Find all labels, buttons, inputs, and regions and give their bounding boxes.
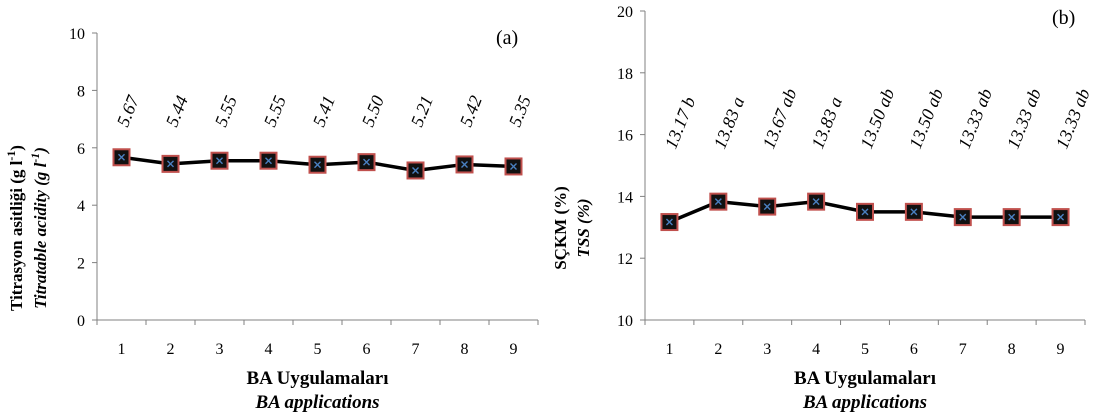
x-tick-label: 2 (714, 341, 722, 358)
data-point-mark (861, 208, 869, 216)
data-point-mark (763, 203, 771, 211)
data-point-mark (510, 162, 517, 170)
y-tick-label: 6 (77, 141, 85, 158)
y-tick-label: 10 (617, 313, 633, 330)
panel-label: (a) (496, 27, 518, 49)
x-tick-label: 9 (1057, 341, 1065, 358)
data-point-mark (665, 218, 673, 226)
data-label: 5.50 (358, 93, 388, 130)
y-tick-label: 10 (69, 26, 85, 43)
y-axis-title-en: Titratable acidity (g l-1) (28, 147, 50, 309)
data-label: 13.50 ab (905, 86, 947, 152)
y-axis-title: SÇKM (%) (551, 186, 570, 270)
data-label: 5.55 (260, 93, 290, 130)
x-tick-label: 6 (363, 341, 371, 358)
y-tick-label: 0 (77, 313, 85, 330)
data-label: 5.67 (113, 92, 144, 130)
data-label: 13.83 a (807, 94, 846, 152)
y-tick-label: 8 (77, 83, 85, 100)
x-tick-label: 8 (1008, 341, 1016, 358)
x-tick-label: 8 (461, 341, 469, 358)
data-label: 5.35 (505, 93, 535, 130)
x-axis-title: BA Uygulamaları (794, 368, 936, 389)
y-tick-label: 2 (77, 256, 85, 273)
data-point-mark (363, 158, 370, 166)
x-tick-label: 3 (763, 341, 771, 358)
data-label: 5.55 (211, 93, 241, 130)
x-tick-label: 4 (265, 341, 273, 358)
x-tick-label: 5 (314, 341, 322, 358)
data-point-mark (314, 161, 321, 169)
data-label: 5.44 (162, 93, 192, 130)
data-point-mark (216, 157, 223, 165)
data-label: 13.83 a (709, 94, 748, 152)
x-tick-label: 6 (910, 341, 918, 358)
data-label: 13.50 ab (856, 86, 898, 152)
x-tick-label: 7 (959, 341, 967, 358)
data-label: 13.33 ab (1052, 86, 1094, 152)
x-tick-label: 9 (510, 341, 518, 358)
y-tick-label: 18 (617, 66, 633, 83)
data-point-mark (1008, 213, 1016, 221)
y-tick-label: 20 (617, 4, 633, 21)
data-point-mark (714, 198, 722, 206)
data-point-mark (1057, 213, 1065, 221)
x-tick-label: 1 (665, 341, 673, 358)
data-label: 5.41 (309, 93, 339, 130)
data-label: 5.42 (456, 93, 486, 130)
x-axis-title: BA Uygulamaları (247, 368, 389, 389)
y-tick-label: 12 (617, 251, 633, 268)
x-tick-label: 2 (167, 341, 175, 358)
data-point-mark (959, 213, 967, 221)
data-point-mark (461, 160, 468, 168)
data-label: 13.67 ab (758, 86, 800, 152)
x-tick-label: 1 (118, 341, 126, 358)
x-tick-label: 3 (216, 341, 224, 358)
data-point-mark (167, 160, 174, 168)
data-point-mark (265, 157, 272, 165)
x-tick-label: 5 (861, 341, 869, 358)
y-tick-label: 16 (617, 128, 633, 145)
data-label: 13.17 b (661, 94, 700, 152)
data-point-mark (412, 166, 419, 174)
data-label: 5.21 (407, 93, 437, 130)
x-axis-title-en: BA applications (254, 392, 379, 413)
x-axis-title-en: BA applications (802, 392, 927, 413)
y-tick-label: 14 (617, 189, 633, 206)
data-label: 13.33 ab (1003, 86, 1045, 152)
data-point-mark (910, 208, 918, 216)
y-axis-title-en: TSS (%) (574, 198, 593, 257)
y-axis-title: Titrasyon asitliği (g l-1) (4, 145, 26, 311)
data-point-mark (812, 198, 820, 206)
panel-label: (b) (1052, 7, 1075, 29)
y-tick-label: 4 (77, 198, 85, 215)
data-point-mark (118, 153, 125, 161)
x-tick-label: 4 (812, 341, 820, 358)
x-tick-label: 7 (412, 341, 420, 358)
data-label: 13.33 ab (954, 86, 996, 152)
